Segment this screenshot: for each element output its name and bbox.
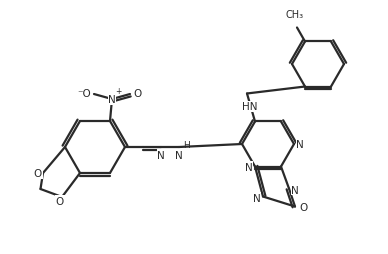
Text: N: N	[245, 162, 253, 172]
Text: O: O	[299, 202, 307, 212]
Text: N: N	[291, 185, 299, 195]
Text: O: O	[34, 168, 42, 178]
Text: N: N	[253, 193, 261, 203]
Text: ⁻O: ⁻O	[77, 89, 91, 99]
Text: H: H	[183, 141, 190, 150]
Text: +: +	[115, 87, 121, 96]
Text: N: N	[296, 139, 304, 149]
Text: N: N	[157, 150, 165, 160]
Text: N: N	[108, 95, 116, 105]
Text: CH₃: CH₃	[286, 10, 304, 20]
Text: N: N	[175, 150, 183, 160]
Text: O: O	[56, 196, 64, 206]
Text: HN: HN	[242, 102, 258, 112]
Text: O: O	[133, 89, 141, 99]
